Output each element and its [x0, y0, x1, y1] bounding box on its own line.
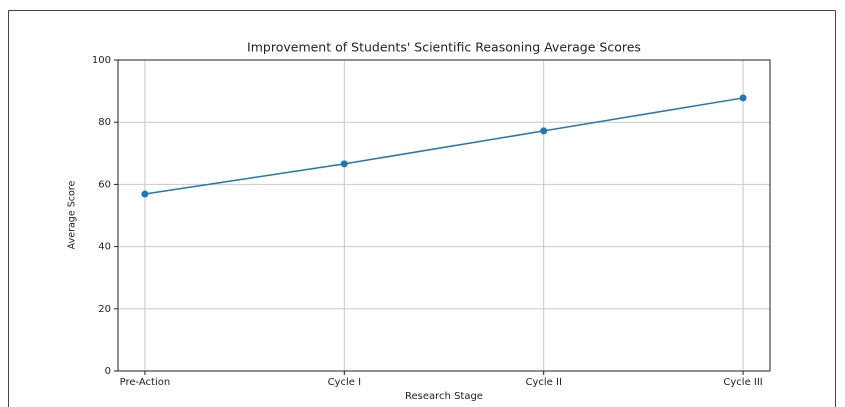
- y-tick-label: 40: [98, 242, 111, 253]
- point: [141, 190, 149, 198]
- y-axis-label: Average Score: [67, 181, 78, 250]
- x-tick-label: Cycle I: [328, 377, 361, 388]
- y-tick-label: 60: [98, 179, 111, 190]
- point: [739, 94, 747, 102]
- y-tick-label: 20: [98, 304, 111, 315]
- y-tick-label: 80: [98, 117, 111, 128]
- x-tick-label: Cycle II: [525, 377, 561, 388]
- point: [540, 127, 548, 135]
- x-tick-label: Pre-Action: [120, 377, 171, 388]
- y-tick-label: 100: [92, 55, 111, 66]
- y-tick-label: 0: [105, 366, 111, 377]
- line: [144, 97, 744, 195]
- plot-area: [117, 59, 771, 372]
- point: [340, 160, 348, 168]
- x-tick-label: Cycle III: [723, 377, 762, 388]
- chart-title: Improvement of Students' Scientific Reas…: [247, 40, 641, 55]
- x-axis-label: Research Stage: [405, 391, 483, 402]
